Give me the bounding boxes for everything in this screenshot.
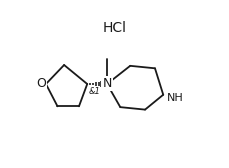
Text: O: O <box>36 77 46 91</box>
Text: N: N <box>102 77 112 91</box>
Text: HCl: HCl <box>103 21 126 35</box>
Text: &1: &1 <box>89 87 101 96</box>
Text: NH: NH <box>166 93 183 103</box>
